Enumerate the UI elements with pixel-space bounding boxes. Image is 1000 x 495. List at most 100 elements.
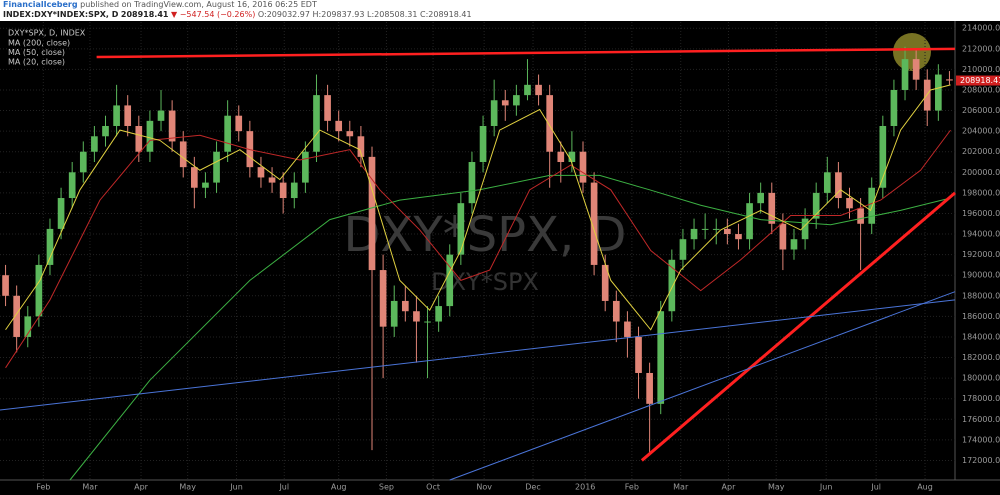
candle-body [612, 300, 620, 322]
x-tick-label: Jun [229, 483, 243, 492]
candle-body [57, 198, 65, 229]
candle-body [901, 59, 909, 90]
header: FinancialIceberg published on TradingVie… [0, 0, 1000, 21]
y-tick-label: 182000.00 [962, 353, 1000, 362]
y-tick-label: 200000.00 [962, 168, 1000, 177]
candle-body [479, 125, 487, 163]
candle-body [890, 89, 898, 126]
candle-body [13, 295, 20, 337]
legend-entry: MA (200, close) [8, 39, 70, 48]
candle-body [113, 105, 120, 126]
candle-body [846, 198, 853, 209]
candle-body [290, 182, 298, 199]
candle-body [35, 264, 43, 317]
x-tick-label: Sep [379, 483, 394, 492]
trend-line [640, 191, 956, 462]
candle-body [468, 162, 476, 204]
candle-body [635, 336, 642, 373]
publisher: FinancialIceberg [3, 0, 78, 9]
candle-body [146, 120, 154, 152]
candle-body [513, 95, 520, 106]
candle-body [446, 254, 454, 307]
y-tick-label: 180000.00 [962, 374, 1000, 383]
candle-body [213, 151, 220, 183]
candle-body [24, 316, 32, 337]
candle-body [501, 100, 509, 106]
candle-body [657, 311, 665, 404]
candle-body [257, 167, 265, 178]
candle-body [268, 177, 276, 183]
candle-body [235, 115, 243, 132]
trend-line [0, 299, 956, 411]
candle-body [168, 110, 176, 142]
x-tick-label: Oct [426, 483, 440, 492]
y-tick-label: 210000.00 [962, 65, 1000, 74]
candle-body [812, 192, 820, 219]
moving-average [5, 129, 951, 369]
candle-body [801, 218, 809, 240]
candle-body [835, 172, 842, 199]
candle-body [646, 372, 653, 404]
x-tick-label: Feb [36, 483, 50, 492]
candle-body [579, 151, 587, 183]
legend-entry: DXY*SPX, D, INDEX [8, 29, 86, 38]
y-tick-label: 206000.00 [962, 106, 1000, 115]
trend-line [96, 47, 956, 59]
candle-body [590, 182, 598, 265]
candle-body [46, 228, 54, 265]
x-tick-label: Nov [476, 483, 492, 492]
published: published on TradingView.com, August 16,… [80, 0, 317, 9]
y-tick-label: 174000.00 [962, 435, 1000, 444]
x-tick-label: Jul [870, 483, 881, 492]
candle-body [124, 105, 132, 126]
candle-body [424, 321, 431, 323]
y-tick-label: 214000.00 [962, 24, 1000, 33]
candle-body [746, 203, 753, 240]
legend-entry: MA (20, close) [8, 58, 65, 67]
candle-body [535, 84, 542, 96]
candle-body [557, 151, 565, 163]
x-tick-label: Apr [134, 483, 149, 492]
y-tick-label: 204000.00 [962, 127, 1000, 136]
candle-body [368, 156, 376, 271]
candle-body [624, 321, 631, 337]
candle-body [435, 306, 442, 322]
candle-body [157, 110, 165, 121]
candle-body [790, 239, 798, 250]
candle-body [912, 59, 920, 80]
candle-body [357, 136, 365, 157]
candle-body [724, 228, 731, 235]
candle-body [224, 115, 231, 152]
x-tick-label: Aug [331, 483, 347, 492]
last-price-box [956, 75, 1000, 86]
x-tick-label: Apr [722, 483, 737, 492]
y-tick-label: 190000.00 [962, 271, 1000, 280]
candle-body [701, 228, 709, 230]
y-tick-label: 202000.00 [962, 147, 1000, 156]
candle-body [768, 192, 776, 224]
x-tick-label: Jul [278, 483, 289, 492]
candle-body [668, 259, 676, 312]
y-tick-label: 172000.00 [962, 456, 1000, 465]
candle-body [313, 95, 320, 152]
candle-body [179, 141, 187, 168]
x-tick-label: Mar [82, 483, 98, 492]
candle-body [279, 182, 287, 199]
candle-body [601, 264, 609, 301]
x-tick-label: Dec [525, 483, 540, 492]
candle-body [823, 172, 831, 193]
candle-body [712, 228, 720, 230]
candle-body [779, 223, 787, 250]
candle-body [879, 125, 887, 188]
price: 208918.41 [120, 10, 169, 19]
candle-body [946, 79, 953, 81]
candle-body [324, 95, 331, 121]
candle-body [413, 311, 420, 322]
y-tick-label: 198000.00 [962, 188, 1000, 197]
candle-body [735, 234, 742, 240]
candle-body [868, 187, 876, 224]
candle-body [690, 228, 698, 240]
x-tick-label: Feb [625, 483, 639, 492]
